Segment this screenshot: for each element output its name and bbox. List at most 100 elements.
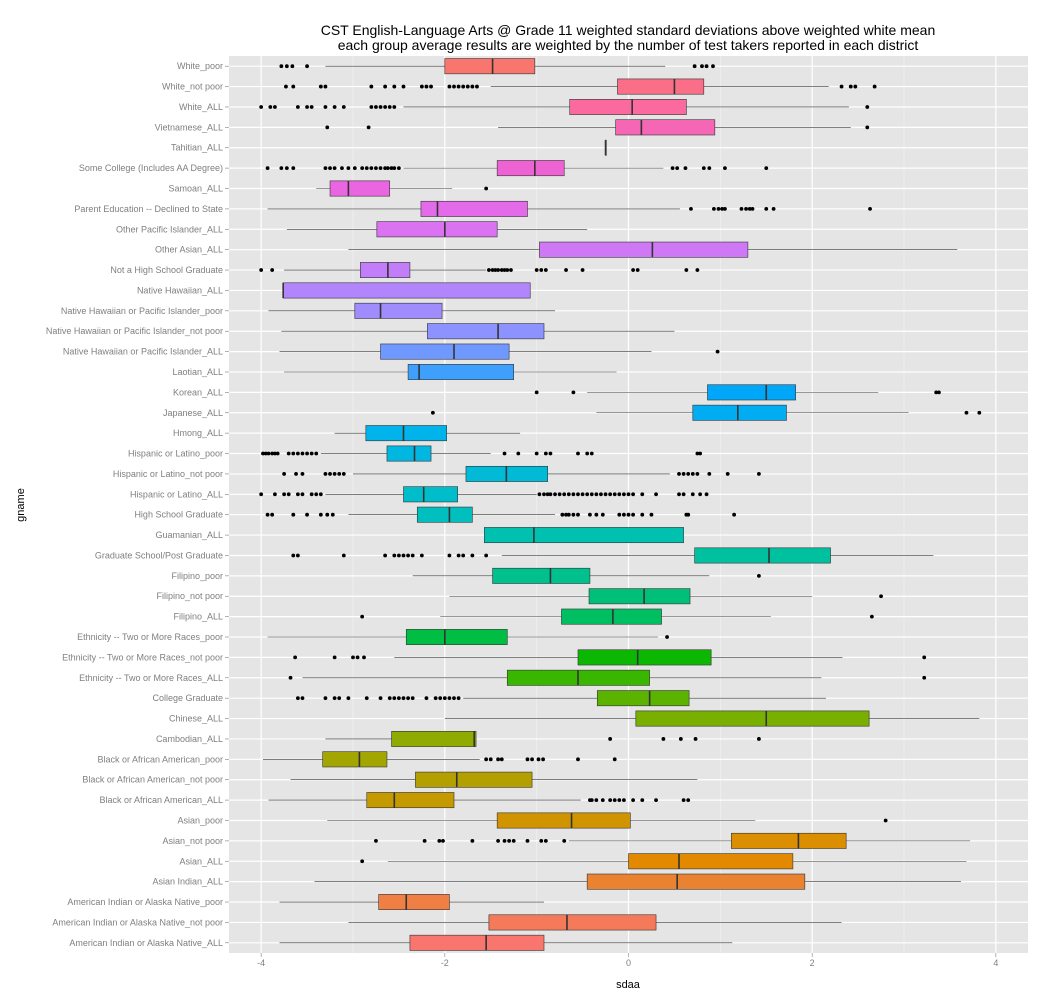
outlier-point	[600, 798, 605, 803]
outlier-point	[692, 64, 697, 69]
outlier-point	[364, 166, 369, 171]
outlier-point	[600, 512, 605, 517]
outlier-point	[509, 268, 513, 272]
outlier-point	[294, 472, 298, 476]
box-iqr	[496, 160, 565, 177]
box-group	[268, 302, 556, 319]
outlier-point	[576, 512, 580, 517]
outlier-point	[922, 655, 927, 660]
outlier-point	[332, 655, 337, 660]
outlier-point	[732, 512, 737, 517]
outlier-point	[603, 492, 608, 497]
outlier-point	[640, 798, 645, 803]
box-iqr	[596, 690, 690, 707]
outlier-point	[562, 838, 567, 843]
box-iqr	[586, 873, 806, 890]
outlier-point	[392, 105, 397, 109]
outlier-point	[631, 512, 635, 517]
box-group	[259, 486, 709, 503]
y-tick-label: White_not poor	[162, 82, 223, 92]
outlier-point	[383, 84, 388, 89]
outlier-point	[631, 492, 635, 497]
outlier-point	[757, 737, 761, 741]
outlier-point	[323, 84, 328, 89]
box-group	[314, 873, 961, 890]
outlier-point	[286, 451, 291, 456]
outlier-point	[309, 492, 314, 497]
outlier-point	[537, 492, 542, 497]
outlier-point	[374, 166, 378, 171]
outlier-point	[263, 451, 268, 456]
outlier-point	[665, 635, 669, 639]
outlier-point	[490, 268, 495, 272]
y-tick-label: Ethnicity -- Two or More Races_ALL	[79, 673, 223, 683]
y-tick-label: Samoan_ALL	[168, 184, 223, 194]
outlier-point	[291, 512, 296, 517]
outlier-point	[505, 268, 510, 272]
outlier-point	[309, 451, 314, 456]
outlier-point	[406, 553, 410, 558]
outlier-point	[318, 84, 323, 89]
outlier-point	[750, 206, 755, 211]
box-group	[430, 404, 982, 421]
y-tick-label: Guamanian_ALL	[155, 530, 223, 540]
box-iqr	[694, 547, 831, 564]
outlier-point	[496, 757, 500, 762]
box-group	[279, 934, 733, 951]
outlier-point	[332, 472, 337, 476]
outlier-point	[689, 206, 693, 211]
outlier-point	[848, 84, 853, 89]
box-iqr	[731, 832, 847, 849]
outlier-point	[545, 492, 550, 497]
outlier-point	[465, 84, 470, 89]
outlier-point	[496, 268, 500, 272]
box-iqr	[569, 99, 687, 115]
outlier-point	[456, 84, 461, 89]
box-group	[449, 588, 883, 605]
y-tick-label: Other Pacific Islander_ALL	[116, 224, 223, 234]
y-tick-label: Asian Indian_ALL	[152, 877, 223, 887]
box-iqr	[707, 384, 796, 401]
outlier-point	[879, 594, 883, 599]
outlier-point	[865, 125, 870, 130]
outlier-point	[392, 696, 397, 701]
outlier-point	[557, 492, 562, 497]
outlier-point	[695, 451, 700, 456]
outlier-point	[594, 512, 599, 517]
outlier-point	[502, 451, 507, 456]
outlier-point	[279, 166, 284, 171]
outlier-point	[617, 512, 622, 517]
outlier-point	[419, 84, 424, 89]
outlier-point	[564, 268, 568, 272]
outlier-point	[678, 737, 683, 741]
outlier-point	[612, 492, 617, 497]
box-iqr	[539, 241, 749, 258]
outlier-point	[305, 451, 309, 456]
outlier-point	[270, 512, 275, 517]
outlier-point	[374, 838, 378, 843]
outlier-point	[516, 451, 521, 456]
outlier-point	[654, 492, 658, 497]
outlier-point	[548, 492, 553, 497]
box-group	[412, 567, 761, 584]
box-iqr	[409, 934, 545, 951]
x-axis-title: sdaa	[616, 979, 641, 991]
outlier-point	[496, 838, 500, 843]
outlier-point	[493, 268, 498, 272]
outlier-point	[640, 512, 645, 517]
y-tick-label: Asian_poor	[177, 815, 223, 825]
outlier-point	[566, 512, 571, 517]
outlier-point	[747, 206, 752, 211]
chart-title: CST English-Language Arts @ Grade 11 wei…	[321, 22, 936, 38]
outlier-point	[543, 838, 548, 843]
outlier-point	[364, 696, 369, 701]
outlier-point	[383, 553, 388, 558]
outlier-point	[452, 84, 456, 89]
outlier-point	[461, 84, 466, 89]
outlier-point	[341, 553, 346, 558]
outlier-point	[337, 696, 342, 701]
outlier-point	[318, 492, 323, 497]
outlier-point	[284, 166, 289, 171]
outlier-point	[698, 451, 703, 456]
y-tick-label: Tahitian_ALL	[171, 143, 223, 153]
